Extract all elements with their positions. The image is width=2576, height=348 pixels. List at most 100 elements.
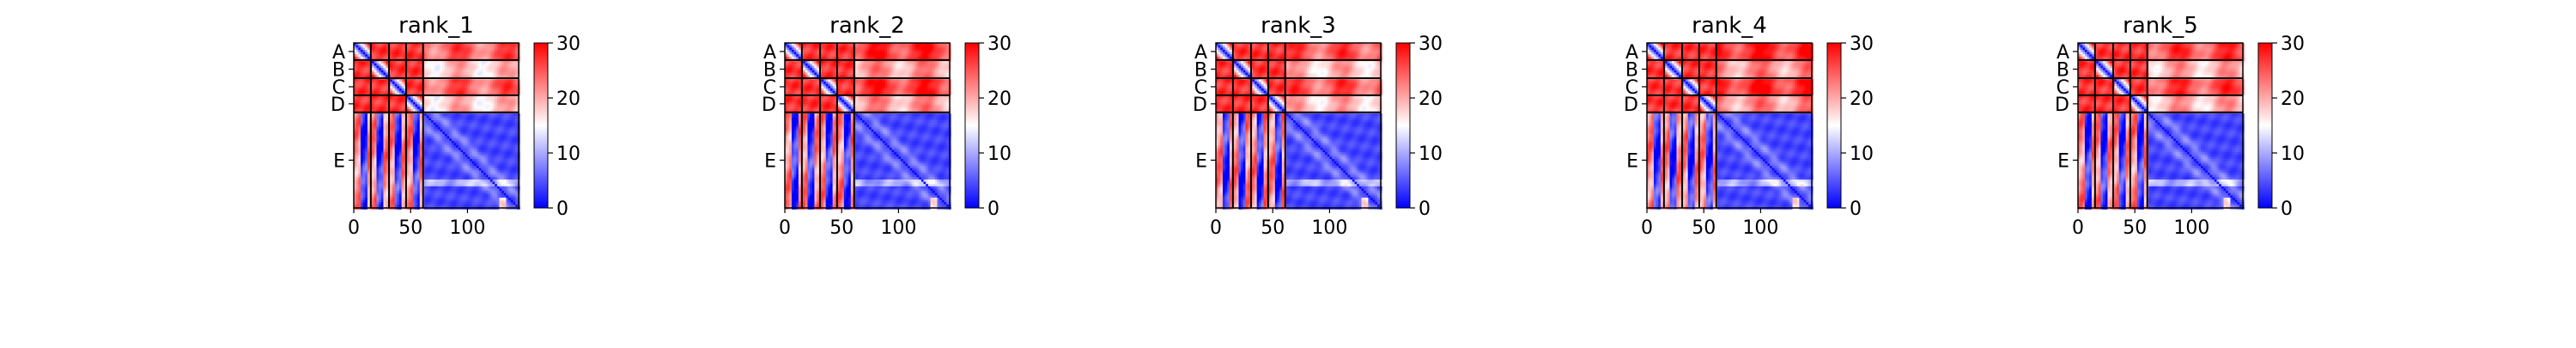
heatmap-cell — [506, 155, 508, 157]
heatmap-cell — [515, 137, 518, 139]
heatmap-cell — [449, 118, 452, 120]
heatmap-cell — [454, 120, 457, 123]
heatmap-cell — [372, 125, 374, 127]
heatmap-cell — [395, 46, 398, 48]
heatmap-cell — [431, 102, 434, 105]
heatmap-cell — [445, 105, 447, 107]
heatmap-cell — [456, 54, 459, 57]
heatmap-cell — [379, 166, 381, 168]
heatmap-cell — [365, 113, 368, 116]
heatmap-cell — [490, 152, 493, 155]
heatmap-cell — [386, 109, 388, 112]
heatmap-cell — [506, 148, 508, 150]
heatmap-cell — [374, 191, 377, 193]
heatmap-cell — [365, 163, 368, 166]
heatmap-cell — [438, 120, 440, 123]
heatmap-cell — [409, 72, 411, 75]
heatmap-cell — [515, 191, 518, 193]
heatmap-cell — [495, 141, 497, 143]
heatmap-cell — [493, 79, 495, 82]
heatmap-cell — [465, 116, 468, 119]
heatmap-cell — [504, 105, 507, 107]
heatmap-cell — [431, 64, 434, 66]
heatmap-cell — [495, 155, 497, 157]
heatmap-cell — [372, 102, 374, 105]
heatmap-cell — [417, 175, 420, 178]
heatmap-cell — [465, 46, 468, 48]
heatmap-cell — [508, 162, 511, 164]
heatmap-cell — [477, 175, 479, 178]
heatmap-cell — [416, 170, 418, 173]
heatmap-cell — [499, 186, 501, 189]
heatmap-cell — [472, 170, 475, 173]
heatmap-cell — [374, 155, 377, 157]
heatmap-cell — [427, 193, 429, 196]
heatmap-cell — [356, 120, 359, 123]
heatmap-cell — [356, 72, 359, 75]
heatmap-cell — [376, 152, 379, 155]
heatmap-cell — [465, 152, 468, 155]
heatmap-cell — [506, 100, 508, 102]
heatmap-cell — [440, 182, 443, 185]
heatmap-cell — [365, 72, 368, 75]
heatmap-cell — [483, 100, 486, 102]
heatmap-cell — [409, 177, 411, 180]
heatmap-cell — [483, 134, 486, 137]
heatmap-cell — [427, 152, 429, 155]
heatmap-cell — [416, 57, 418, 59]
heatmap-cell — [474, 86, 477, 89]
heatmap-cell — [447, 148, 450, 150]
heatmap-cell — [493, 163, 495, 166]
heatmap-cell — [497, 163, 500, 166]
heatmap-cell — [463, 72, 465, 75]
heatmap-cell — [490, 79, 493, 82]
heatmap-cell — [410, 163, 413, 166]
heatmap-cell — [515, 68, 518, 70]
heatmap-cell — [368, 177, 370, 180]
heatmap-cell — [356, 125, 359, 127]
heatmap-cell — [438, 107, 440, 109]
heatmap-cell — [410, 57, 413, 59]
heatmap-cell — [486, 156, 489, 159]
heatmap-cell — [361, 162, 363, 164]
heatmap-cell — [395, 148, 398, 150]
heatmap-cell — [361, 100, 363, 102]
heatmap-cell — [488, 191, 490, 193]
heatmap-cell — [361, 143, 363, 146]
heatmap-cell — [454, 182, 457, 185]
heatmap-cell — [372, 86, 374, 89]
heatmap-cell — [420, 188, 422, 191]
heatmap-cell — [508, 68, 511, 70]
heatmap-cell — [472, 163, 475, 166]
heatmap-cell — [434, 118, 436, 120]
heatmap-cell — [449, 123, 452, 125]
heatmap-cell — [402, 184, 404, 186]
heatmap-cell — [435, 145, 438, 148]
heatmap-cell — [445, 120, 447, 123]
heatmap-cell — [409, 193, 411, 196]
heatmap-cell — [501, 123, 504, 125]
heatmap-cell — [470, 72, 472, 75]
heatmap-cell — [508, 137, 511, 139]
heatmap-cell — [483, 184, 486, 186]
heatmap-cell — [472, 131, 475, 134]
heatmap-cell — [386, 177, 388, 180]
heatmap-cell — [497, 173, 500, 175]
heatmap-cell — [447, 170, 450, 173]
heatmap-cell — [390, 130, 392, 132]
heatmap-cell — [495, 70, 497, 73]
heatmap-cell — [490, 162, 493, 164]
heatmap-cell — [454, 177, 457, 180]
heatmap-cell — [490, 191, 493, 193]
heatmap-cell — [413, 138, 416, 141]
heatmap-cell — [472, 70, 475, 73]
heatmap-cell — [409, 113, 411, 116]
heatmap-cell — [392, 47, 395, 50]
heatmap-cell — [368, 86, 370, 89]
heatmap-cell — [409, 168, 411, 171]
heatmap-cell — [515, 113, 518, 116]
heatmap-cell — [508, 125, 511, 127]
heatmap-cell — [515, 156, 518, 159]
heatmap-cell — [481, 127, 483, 130]
heatmap-cell — [467, 89, 470, 91]
